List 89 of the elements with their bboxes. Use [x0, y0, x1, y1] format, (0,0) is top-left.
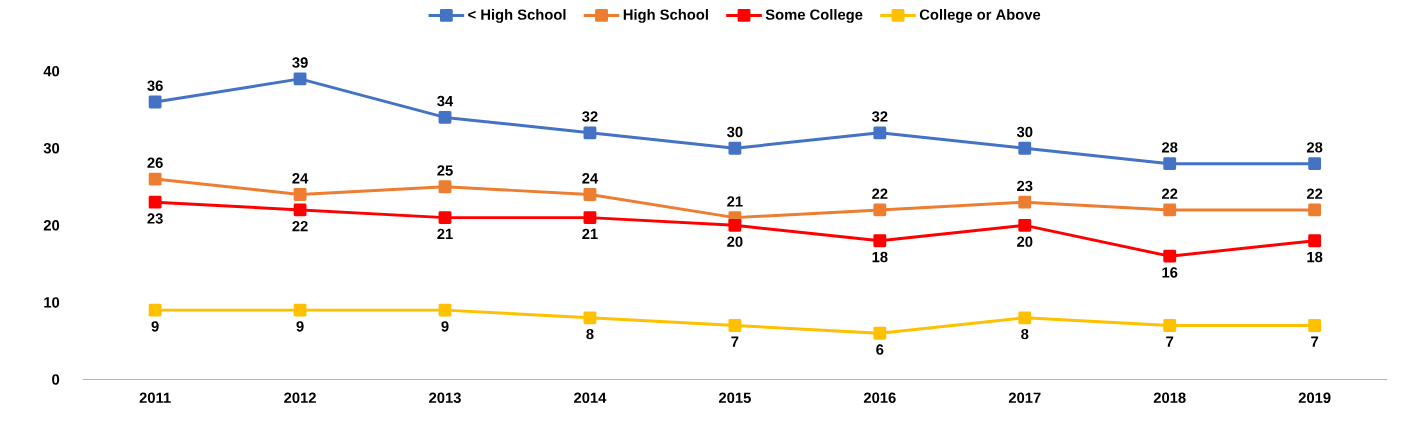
point: [1018, 311, 1032, 325]
point: [1018, 195, 1032, 209]
point: [1018, 141, 1032, 155]
point: [293, 188, 307, 201]
data-label: 28: [1162, 142, 1178, 153]
point: [1163, 203, 1177, 217]
data-label: 25: [437, 165, 453, 176]
point: [583, 188, 597, 201]
legend-label: College or Above: [919, 9, 1041, 23]
data-label: 22: [1306, 188, 1323, 199]
point: [148, 172, 162, 186]
x-tick-label: 2019: [1298, 392, 1331, 404]
point: [438, 303, 452, 317]
point: [1163, 249, 1177, 263]
data-label: 9: [151, 321, 159, 332]
point: [583, 211, 597, 225]
data-label: 7: [1311, 336, 1319, 347]
y-tick-label: 40: [43, 65, 60, 77]
data-label: 7: [1166, 336, 1174, 347]
data-label: 30: [1016, 126, 1033, 138]
data-label: 6: [876, 344, 884, 355]
x-tick-label: 2013: [429, 392, 461, 404]
x-tick-label: 2012: [284, 392, 316, 404]
y-tick-label: 0: [52, 374, 60, 385]
x-tick-label: 2011: [139, 392, 171, 404]
point: [873, 234, 887, 248]
data-label: 22: [1162, 188, 1178, 199]
data-label: 7: [731, 336, 739, 347]
point: [873, 326, 887, 340]
point: [1308, 157, 1322, 171]
x-tick-label: 2017: [1008, 392, 1041, 404]
data-label: 30: [727, 126, 743, 138]
data-label: 24: [292, 173, 309, 184]
point: [583, 126, 597, 140]
point: [438, 180, 452, 194]
data-label: 23: [1017, 180, 1033, 192]
data-label: 20: [1017, 236, 1033, 247]
point: [1308, 319, 1322, 332]
data-label: 22: [872, 188, 888, 199]
point: [873, 126, 887, 140]
point: [873, 203, 887, 217]
point: [148, 95, 162, 109]
legend-label: < High School: [468, 9, 566, 23]
x-tick-label: 2015: [718, 392, 751, 404]
point: [438, 111, 452, 124]
data-label: 9: [296, 321, 304, 332]
data-label: 20: [727, 236, 743, 247]
point: [148, 195, 162, 209]
point: [148, 303, 162, 317]
data-label: 18: [1307, 251, 1323, 263]
data-label: 24: [582, 173, 599, 184]
point: [1163, 319, 1177, 332]
x-tick-label: 2016: [863, 392, 896, 404]
data-label: 16: [1162, 267, 1178, 278]
y-tick-label: 30: [43, 143, 60, 154]
data-label: 32: [582, 111, 598, 122]
point: [293, 303, 307, 317]
x-tick-label: 2018: [1153, 392, 1186, 404]
point: [583, 311, 597, 325]
data-label: 21: [437, 228, 453, 240]
data-label: 8: [586, 328, 594, 340]
data-label: 28: [1306, 142, 1323, 153]
point: [293, 203, 307, 217]
point: [438, 211, 452, 225]
data-label: 34: [437, 95, 454, 107]
point: [728, 319, 742, 332]
data-label: 36: [147, 80, 163, 91]
legend-label: Some College: [765, 9, 863, 23]
point: [1018, 218, 1032, 232]
y-tick-label: 20: [43, 220, 60, 231]
data-label: 8: [1021, 328, 1029, 340]
x-tick-label: 2014: [574, 392, 607, 404]
legend-label: High School: [623, 9, 708, 23]
point: [1308, 234, 1322, 248]
data-label: 39: [292, 57, 308, 68]
data-label: 32: [871, 111, 888, 122]
data-label: 26: [147, 157, 163, 169]
data-label: 9: [441, 321, 449, 332]
point: [728, 218, 742, 232]
point: [1163, 157, 1177, 171]
point: [1308, 203, 1322, 217]
point: [293, 72, 307, 86]
y-tick-label: 10: [44, 297, 60, 308]
data-label: 18: [872, 251, 888, 263]
data-label: 21: [582, 228, 598, 240]
point: [728, 141, 742, 155]
data-label: 21: [727, 196, 743, 207]
data-label: 23: [147, 213, 163, 224]
data-label: 22: [292, 221, 308, 232]
